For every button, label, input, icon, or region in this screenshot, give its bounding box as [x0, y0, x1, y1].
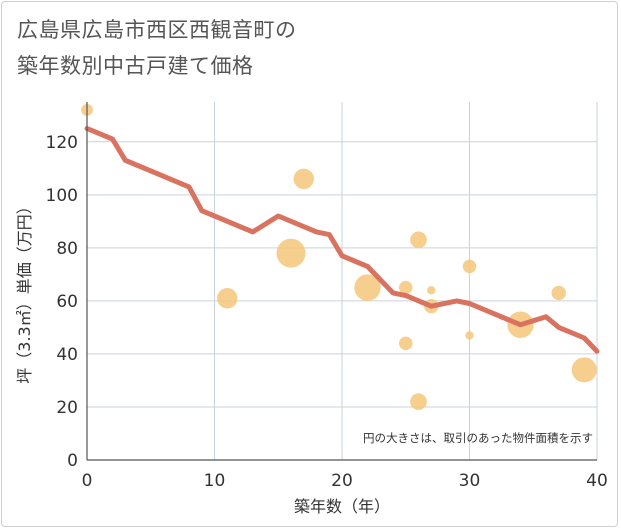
- chart-title-line-1: 広島県広島市西区西観音町の: [17, 18, 297, 42]
- data-bubble: [217, 288, 238, 309]
- y-tick-label: 100: [46, 186, 78, 206]
- data-bubble: [399, 336, 413, 351]
- data-bubble: [571, 357, 597, 383]
- y-tick-label: 60: [56, 292, 78, 312]
- data-bubble: [399, 280, 413, 295]
- data-bubble: [427, 286, 436, 295]
- y-tick-label: 120: [46, 133, 78, 153]
- x-axis-label: 築年数（年）: [294, 497, 390, 516]
- x-tick-label: 20: [331, 471, 353, 491]
- y-tick-label: 80: [56, 239, 78, 259]
- data-bubble: [293, 168, 314, 190]
- y-axis-label: 坪（3.3㎡）単価（万円）: [15, 198, 34, 383]
- data-bubble: [551, 285, 566, 301]
- y-tick-label: 40: [56, 345, 78, 365]
- grid: [87, 102, 598, 460]
- x-tick-label: 30: [459, 471, 481, 491]
- axes: 0 10 20 30 40 0 20 40 60 80 100 120: [46, 102, 608, 491]
- data-bubble: [465, 331, 474, 340]
- y-tick-label: 0: [67, 451, 78, 471]
- data-bubble: [462, 259, 477, 274]
- bubbles: [81, 104, 597, 411]
- x-tick-label: 10: [204, 471, 226, 491]
- trend-line: [84, 126, 600, 354]
- data-bubble: [354, 274, 381, 301]
- chart-annotation: 円の大きさは、取引のあった物件面積を示す: [363, 431, 593, 445]
- chart-title: 広島県広島市西区西観音町の 築年数別中古戸建て価格: [17, 12, 297, 84]
- data-bubble: [276, 238, 306, 268]
- x-tick-label: 40: [586, 471, 608, 491]
- data-bubble: [410, 393, 427, 411]
- chart-title-line-2: 築年数別中古戸建て価格: [17, 54, 254, 78]
- data-bubble: [410, 231, 427, 249]
- y-tick-label: 20: [56, 398, 78, 418]
- x-tick-label: 0: [82, 471, 93, 491]
